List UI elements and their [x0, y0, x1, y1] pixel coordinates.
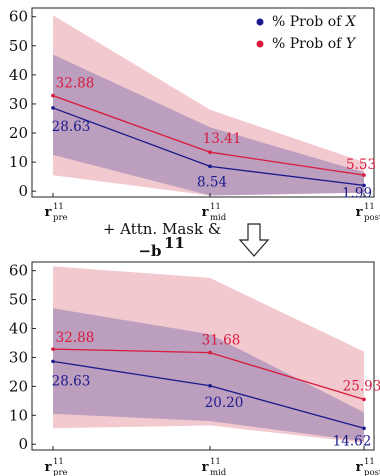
y-tick-label: 50: [9, 291, 28, 309]
data-point: [362, 173, 366, 177]
y-tick-label: 40: [9, 320, 28, 338]
chart-1: 0102030405060r11prer11midr11post28.638.5…: [9, 7, 380, 223]
data-label: 28.63: [52, 373, 91, 389]
x-tick-label: r11post: [356, 457, 380, 476]
data-label: 14.62: [333, 433, 372, 449]
x-tick-sub: post: [364, 213, 380, 223]
x-tick-label: r11post: [356, 202, 380, 223]
y-tick-label: 20: [9, 377, 28, 395]
y-tick-label: 60: [9, 8, 28, 26]
x-tick-sup: 11: [210, 202, 221, 212]
x-tick-sub: post: [364, 468, 380, 476]
data-point: [51, 93, 55, 98]
x-tick-main: r: [202, 460, 209, 475]
x-tick-sup: 11: [53, 457, 64, 467]
data-label: 28.63: [52, 119, 91, 135]
data-label: 31.68: [202, 333, 241, 349]
data-label: 32.88: [56, 330, 95, 346]
y-tick-label: 0: [18, 182, 28, 200]
plot-frame: [31, 261, 375, 451]
legend: % Prob of X % Prob of Y: [256, 14, 357, 52]
x-tick-sup: 11: [364, 202, 375, 212]
legend-marker: [256, 18, 264, 26]
data-label: 8.54: [197, 174, 227, 190]
y-tick-label: 0: [18, 435, 28, 453]
data-point: [362, 397, 366, 402]
legend-marker: [256, 40, 264, 48]
legend-entry: % Prob of Y: [272, 36, 357, 52]
y-tick-label: 60: [9, 262, 28, 280]
y-tick-label: 30: [9, 348, 28, 366]
legend-entry: % Prob of X: [272, 14, 357, 30]
x-tick-sub: pre: [53, 213, 68, 223]
y-tick-label: 50: [9, 37, 28, 55]
y-tick-label: 30: [9, 95, 28, 113]
down-arrow-icon: [238, 223, 270, 257]
data-point: [51, 106, 55, 110]
data-label: 32.88: [56, 76, 95, 92]
x-tick-main: r: [45, 205, 52, 220]
data-label: 1.99: [342, 185, 372, 201]
band-x: [53, 54, 364, 196]
data-point: [362, 183, 366, 188]
x-tick-main: r: [356, 460, 363, 475]
x-tick-main: r: [45, 460, 52, 475]
data-label: 25.93: [343, 378, 380, 394]
data-point: [362, 426, 366, 431]
band-x: [53, 308, 364, 442]
y-tick-label: 10: [9, 153, 28, 171]
x-tick-sup: 11: [210, 457, 221, 467]
y-tick-label: 40: [9, 66, 28, 84]
annotation-line-2: −b: [138, 242, 161, 260]
x-tick-sup: 11: [53, 202, 64, 212]
data-point: [51, 347, 55, 351]
y-tick-label: 20: [9, 124, 28, 142]
data-label: 5.53: [346, 157, 376, 173]
data-point: [208, 164, 212, 169]
x-tick-main: r: [202, 205, 209, 220]
data-point: [208, 150, 212, 154]
data-point: [208, 383, 212, 388]
data-point: [208, 350, 212, 355]
data-point: [51, 359, 55, 364]
x-tick-sub: mid: [210, 213, 227, 223]
chart-2: 0102030405060r11prer11midr11post28.6320.…: [9, 261, 380, 476]
transition-annotation: + Attn. Mask & −b 11: [103, 220, 221, 260]
x-tick-sub: pre: [53, 468, 68, 476]
x-tick-sub: mid: [210, 468, 227, 476]
x-tick-sup: 11: [364, 457, 375, 467]
x-tick-main: r: [356, 205, 363, 220]
annotation-line-1: + Attn. Mask &: [103, 220, 221, 238]
data-label: 13.41: [203, 131, 242, 147]
annotation-line-2-sup: 11: [164, 234, 185, 252]
data-label: 20.20: [205, 395, 244, 411]
plot-frame: [31, 7, 375, 198]
y-tick-label: 10: [9, 406, 28, 424]
